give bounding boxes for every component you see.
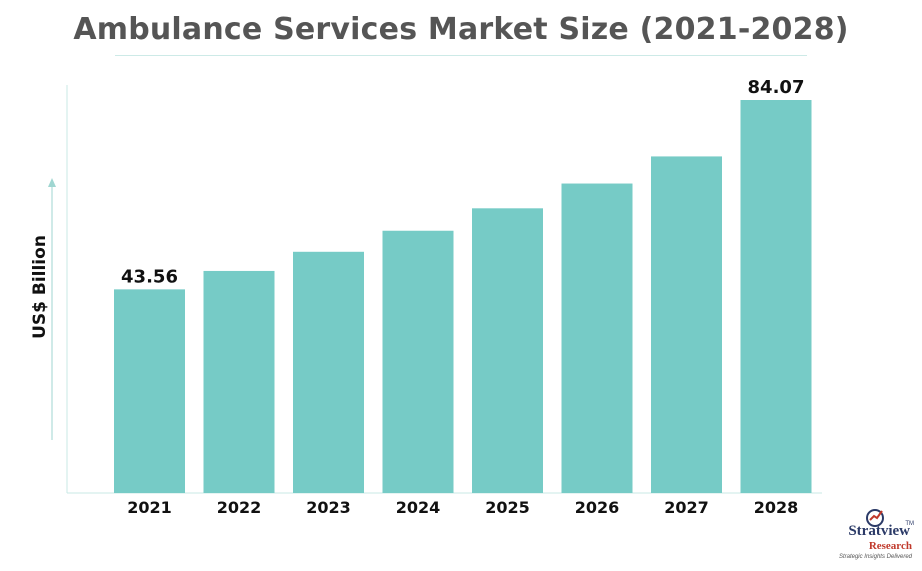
x-tick-2024: 2024 xyxy=(396,498,441,517)
title-divider xyxy=(115,55,807,56)
x-tick-labels: 2021 2022 2023 2024 2025 2026 2027 2028 xyxy=(127,498,798,517)
logo-tagline: Strategic Insights Delivered xyxy=(838,554,912,560)
x-tick-2025: 2025 xyxy=(485,498,530,517)
data-label-2021: 43.56 xyxy=(121,266,178,287)
logo-subtitle: Research xyxy=(868,540,912,552)
bar-2026 xyxy=(561,183,633,494)
bar-2027 xyxy=(651,156,722,493)
data-labels: 43.56 84.07 xyxy=(121,77,804,287)
x-tick-2028: 2028 xyxy=(754,498,799,517)
bar-2023 xyxy=(293,251,364,493)
x-tick-2026: 2026 xyxy=(575,498,620,517)
logo-trademark: TM xyxy=(905,521,914,527)
x-tick-2023: 2023 xyxy=(306,498,351,517)
bar-2025 xyxy=(472,208,543,493)
data-label-2028: 84.07 xyxy=(748,77,805,98)
chart-title: Ambulance Services Market Size (2021-202… xyxy=(73,12,849,47)
x-tick-2027: 2027 xyxy=(664,498,709,517)
bar-series xyxy=(114,100,812,494)
x-tick-2021: 2021 xyxy=(127,498,172,517)
stratview-logo: Stratview TM Research Strategic Insights… xyxy=(816,506,916,566)
logo-mark-icon xyxy=(866,509,884,527)
x-tick-2022: 2022 xyxy=(217,498,262,517)
y-label-arrow-head-icon xyxy=(48,178,56,187)
y-axis-label: US$ Billion xyxy=(30,235,50,339)
bar-2022 xyxy=(203,270,275,493)
bar-2028 xyxy=(740,100,812,493)
logo-name: Stratview xyxy=(848,523,910,539)
bar-2021 xyxy=(114,289,185,493)
bar-2024 xyxy=(382,230,454,494)
